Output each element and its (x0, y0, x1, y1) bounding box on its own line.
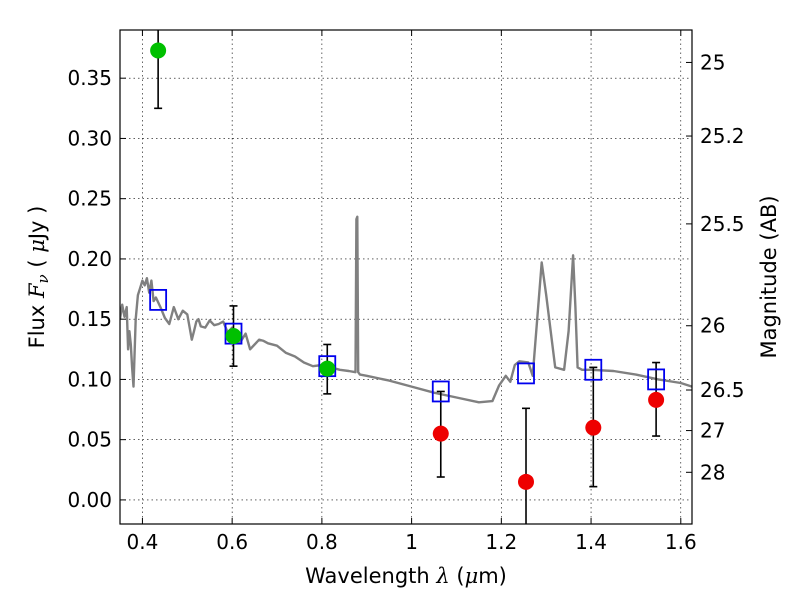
observed-flux-marker (585, 419, 602, 436)
x-tick-label: 1.2 (485, 530, 517, 554)
y2-tick-label: 26.5 (700, 378, 745, 402)
ticks: 0.4 0.6 0.8 1 1.2 1.4 1.6 0.00 0.05 0.10 0.15 0.20 0… (67, 30, 745, 554)
observed-flux-marker (225, 328, 242, 345)
grid (120, 30, 692, 524)
y-tick-label: 0.00 (67, 488, 112, 512)
y-axis-label: Flux Fν ( μJy ) (25, 206, 52, 349)
y2-tick-label: 25.5 (700, 212, 745, 236)
y-tick-label: 0.15 (67, 307, 112, 331)
observed-flux-marker (518, 473, 535, 490)
observed-flux-marker (150, 42, 167, 59)
x-axis-label: Wavelength λ (μm) (305, 564, 507, 588)
x-tick-label: 0.8 (306, 530, 338, 554)
y-tick-label: 0.30 (67, 126, 112, 150)
y2-tick-label: 25 (700, 50, 725, 74)
y-tick-label: 0.25 (67, 187, 112, 211)
y2-tick-label: 28 (700, 460, 725, 484)
secondary-y-axis-label: Magnitude (AB) (757, 195, 781, 358)
x-tick-label: 1.6 (665, 530, 697, 554)
model-square-marker (149, 288, 168, 311)
model-square-marker (517, 362, 535, 385)
x-tick-label: 1.4 (575, 530, 607, 554)
observed-flux-marker (319, 360, 336, 377)
template-spectrum-line (120, 215, 692, 404)
y2-tick-label: 25.2 (700, 124, 745, 148)
y2-tick-label: 26 (700, 314, 725, 338)
model-square-marker (584, 358, 603, 381)
plot-area (120, 30, 692, 524)
observed-flux-marker (648, 391, 665, 408)
y-tick-label: 0.35 (67, 66, 112, 90)
model-square-marker (431, 380, 450, 403)
model-square-marker (647, 368, 666, 391)
y-tick-label: 0.10 (67, 367, 112, 391)
x-tick-label: 0.6 (216, 530, 248, 554)
y2-tick-label: 27 (700, 419, 725, 443)
y-tick-label: 0.20 (67, 247, 112, 271)
x-tick-label: 1 (405, 530, 418, 554)
x-tick-label: 0.4 (127, 530, 159, 554)
observed-flux-marker (432, 425, 449, 442)
plot-content (120, 30, 692, 524)
axes-frame (119, 29, 693, 525)
y-tick-label: 0.05 (67, 428, 112, 452)
